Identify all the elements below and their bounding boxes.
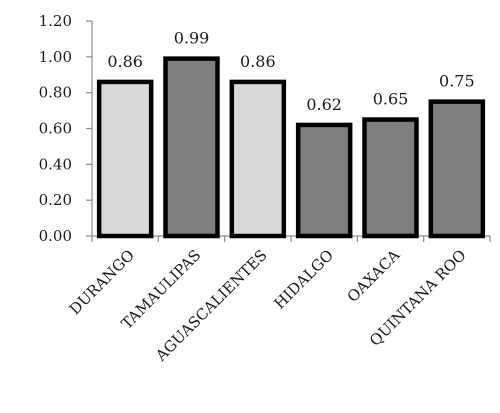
- data-label: 0.99: [174, 29, 210, 48]
- bar-aguascalientes: [229, 79, 287, 239]
- x-tick-label: DURANGO: [66, 246, 138, 318]
- data-label: 0.86: [107, 52, 143, 71]
- x-tick-label: AGUASCALIENTES: [151, 246, 270, 365]
- x-tick-label: HIDALGO: [270, 246, 337, 313]
- bar-quintana-roo: [428, 99, 486, 239]
- data-label: 0.75: [439, 72, 475, 91]
- y-tick-label: 1.20: [39, 12, 72, 30]
- data-labels: 0.86 0.99 0.86 0.62 0.65 0.75: [107, 29, 474, 114]
- data-label: 0.62: [306, 95, 342, 114]
- bar-tamaulipas: [163, 56, 220, 239]
- bars: [96, 56, 486, 239]
- y-tick-label: 0.00: [39, 227, 72, 245]
- data-label: 0.86: [240, 52, 276, 71]
- bar-durango: [96, 79, 154, 239]
- y-axis: 0.00 0.20 0.40 0.60 0.80 1.00 1.20: [39, 12, 93, 245]
- y-tick-label: 0.20: [39, 191, 72, 209]
- bar-oaxaca: [362, 117, 419, 239]
- y-tick-label: 1.00: [39, 48, 72, 66]
- y-tick-label: 0.40: [39, 155, 72, 173]
- y-tick-label: 0.80: [39, 84, 72, 102]
- bar-hidalgo: [295, 122, 353, 239]
- x-tick-label: OAXACA: [344, 246, 404, 306]
- x-axis: [91, 235, 491, 242]
- data-label: 0.65: [373, 90, 409, 109]
- y-tick-label: 0.60: [39, 120, 72, 138]
